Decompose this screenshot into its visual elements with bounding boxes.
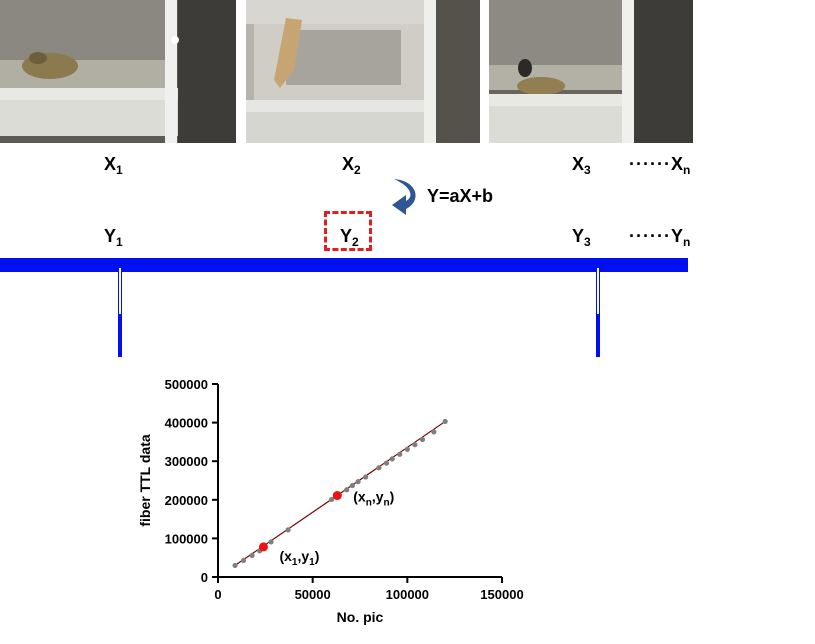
photo-frame-1	[0, 0, 236, 143]
ellipsis-dots: ······	[629, 226, 671, 246]
photo-frame-3	[489, 0, 693, 143]
x-tick-label: 150000	[480, 587, 523, 602]
y-tick-label: 0	[201, 570, 208, 585]
ttl-pulse-1	[118, 258, 122, 357]
frame-2-illustration	[246, 0, 480, 143]
highlighted-point-label: (xn,yn)	[353, 489, 394, 509]
data-point	[376, 465, 382, 471]
data-point	[412, 442, 418, 448]
label-y1: Y1	[104, 226, 123, 249]
ttl-signal-trace	[0, 258, 688, 272]
y-tick-label: 200000	[165, 493, 208, 508]
label-y2: Y2	[340, 226, 359, 249]
ttl-pulse-2	[596, 258, 600, 357]
x-tick-label: 100000	[386, 587, 429, 602]
frame-1-illustration	[0, 0, 236, 143]
data-point	[268, 539, 274, 545]
highlighted-point-label: (x1,y1)	[279, 548, 319, 568]
data-point	[404, 446, 410, 452]
highlight-box	[324, 211, 372, 251]
data-point	[344, 487, 350, 493]
photo-frame-2	[246, 0, 480, 143]
data-point	[285, 527, 291, 533]
scatter-chart: 0 100000 200000 300000 400000 500000 0 50000 100…	[137, 377, 524, 625]
data-point	[249, 552, 255, 558]
data-point	[232, 562, 238, 569]
y-tick-label: 300000	[165, 454, 208, 469]
label-xn: ······Xn	[629, 154, 691, 177]
data-point	[431, 429, 437, 435]
y-tick-label: 100000	[165, 531, 208, 546]
data-point	[442, 418, 448, 425]
data-point	[383, 460, 390, 466]
y-tick-label: 400000	[165, 416, 208, 431]
frame-3-illustration	[489, 0, 693, 143]
data-point	[363, 474, 369, 480]
label-y3: Y3	[572, 226, 591, 249]
x-axis-title: No. pic	[337, 609, 384, 625]
ellipsis-dots: ······	[629, 154, 671, 174]
x-tick-label: 0	[214, 587, 221, 602]
data-point	[397, 451, 403, 457]
data-point	[355, 479, 361, 485]
highlighted-point	[258, 542, 268, 552]
x-tick-label: 50000	[295, 587, 331, 602]
label-yn: ······Yn	[629, 226, 691, 249]
highlighted-point	[332, 491, 342, 501]
y-tick-label: 500000	[165, 377, 208, 392]
data-point	[419, 436, 426, 443]
y-axis-title: fiber TTL data	[137, 434, 153, 527]
curved-arrow-icon	[392, 179, 416, 215]
label-x2: X2	[342, 154, 361, 177]
data-point	[240, 557, 247, 564]
label-x3: X3	[572, 154, 591, 177]
equation-label: Y=aX+b	[427, 186, 494, 206]
data-point	[349, 482, 356, 489]
data-point	[329, 496, 335, 503]
label-x1: X1	[104, 154, 123, 177]
data-point	[389, 456, 395, 462]
